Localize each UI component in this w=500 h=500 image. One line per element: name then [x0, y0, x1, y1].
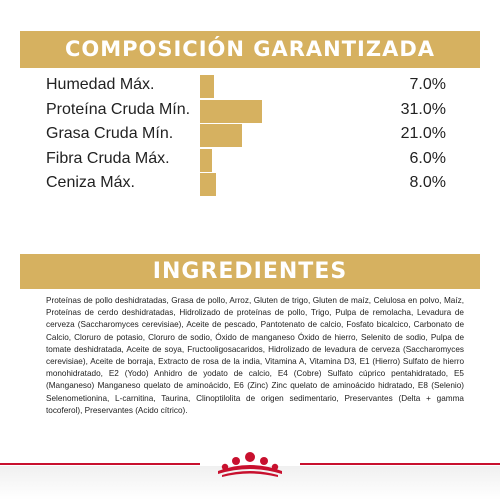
composition-row: Grasa Cruda Mín. 21.0%	[46, 123, 446, 148]
composition-row: Ceniza Máx. 8.0%	[46, 172, 446, 197]
row-bar	[200, 99, 262, 123]
composition-row: Proteína Cruda Mín. 31.0%	[46, 99, 446, 124]
row-bar	[200, 148, 212, 172]
ingredients-banner: INGREDIENTES	[20, 254, 480, 289]
row-value: 8.0%	[409, 174, 446, 191]
composition-row: Fibra Cruda Máx. 6.0%	[46, 148, 446, 173]
row-label: Humedad Máx.	[46, 76, 155, 93]
footer-accent-line-right	[300, 463, 500, 465]
row-bar	[200, 173, 216, 196]
ingredients-text: Proteínas de pollo deshidratadas, Grasa …	[46, 296, 464, 415]
footer-accent-line-left	[0, 463, 200, 465]
royal-canin-crown-icon	[218, 452, 282, 477]
row-label: Ceniza Máx.	[46, 174, 135, 191]
row-value: 31.0%	[400, 100, 446, 118]
row-value: 21.0%	[400, 125, 446, 142]
composition-title: COMPOSICIÓN GARANTIZADA	[64, 37, 436, 61]
ingredients-title: INGREDIENTES	[152, 259, 348, 284]
composition-table: Humedad Máx. 7.0% Proteína Cruda Mín. 31…	[46, 74, 446, 197]
row-bar	[200, 75, 214, 98]
composition-row: Humedad Máx. 7.0%	[46, 74, 446, 99]
row-label: Fibra Cruda Máx.	[46, 149, 170, 167]
row-bar	[200, 124, 242, 147]
row-label: Proteína Cruda Mín.	[46, 100, 191, 118]
row-value: 7.0%	[409, 76, 446, 93]
composition-banner: COMPOSICIÓN GARANTIZADA	[20, 31, 480, 68]
row-value: 6.0%	[409, 149, 446, 167]
row-label: Grasa Cruda Mín.	[46, 125, 174, 142]
